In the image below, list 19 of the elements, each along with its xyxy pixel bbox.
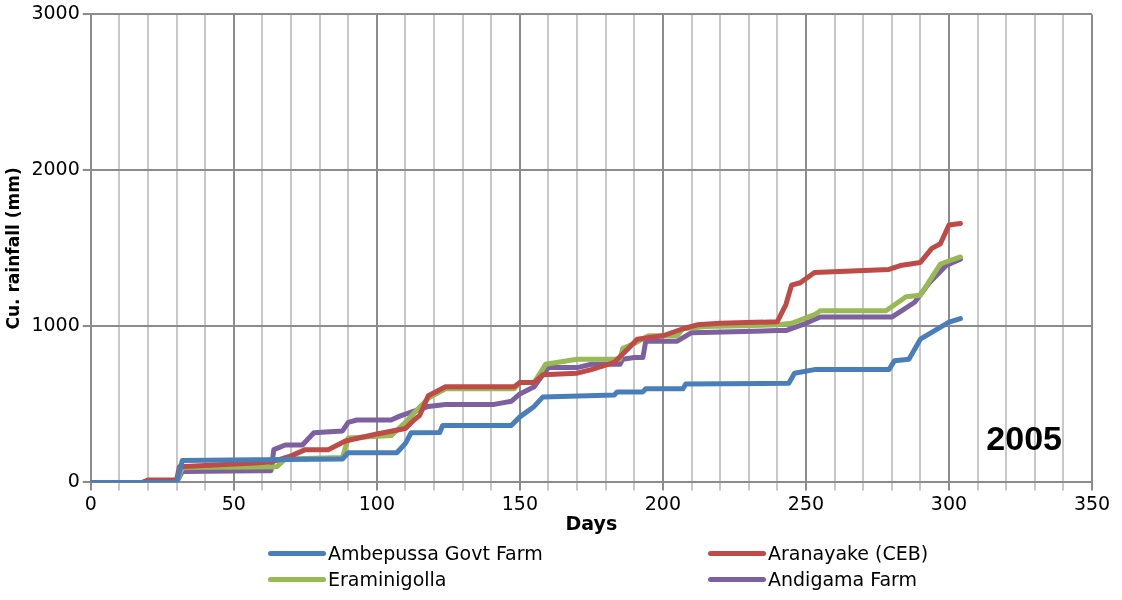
y-tick-label: 1000 (31, 313, 80, 336)
x-tick-label: 200 (644, 491, 682, 514)
x-axis-title: Days (565, 511, 618, 534)
y-tick-label: 0 (67, 469, 80, 492)
legend-label: Andigama Farm (768, 568, 918, 590)
x-tick-label: 250 (787, 491, 825, 514)
x-tick-label: 50 (221, 491, 246, 514)
legend-label: Eraminigolla (328, 568, 447, 590)
annotation: 2005 (986, 418, 1062, 457)
x-tick-label: 100 (358, 491, 395, 514)
x-tick-label: 350 (1073, 491, 1111, 514)
x-tick-label: 300 (930, 491, 968, 514)
y-tick-label: 3000 (31, 1, 80, 24)
x-tick-label: 150 (501, 491, 538, 514)
legend-label: Aranayake (CEB) (768, 542, 929, 564)
y-axis-title: Cu. rainfall (mm) (2, 167, 23, 330)
x-tick-label: 0 (84, 491, 97, 514)
legend-label: Ambepussa Govt Farm (328, 542, 543, 564)
y-tick-label: 2000 (31, 157, 80, 180)
